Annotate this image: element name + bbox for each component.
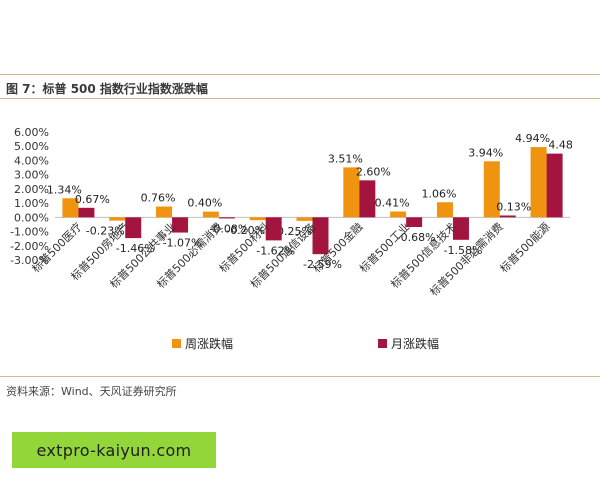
data-label: -0.08% bbox=[209, 222, 248, 235]
data-label: -1.62% bbox=[256, 244, 295, 257]
legend-swatch-weekly bbox=[172, 339, 181, 348]
bar-weekly bbox=[156, 206, 173, 218]
data-label: -0.25% bbox=[273, 225, 312, 238]
data-label: -1.58% bbox=[443, 244, 482, 257]
bar-weekly bbox=[436, 202, 453, 218]
y-tick-label: 3.00% bbox=[14, 169, 49, 182]
title-rule bbox=[0, 98, 600, 99]
y-tick-label: 6.00% bbox=[14, 126, 49, 139]
bar-monthly bbox=[406, 217, 423, 228]
figure-title: 图 7：标普 500 指数行业指数涨跌幅 bbox=[6, 82, 208, 96]
data-label: 1.34% bbox=[47, 183, 82, 196]
data-label: 4.48 bbox=[548, 139, 573, 152]
y-tick-label: -1.00% bbox=[10, 226, 49, 239]
y-tick-label: 2.00% bbox=[14, 183, 49, 196]
bar-weekly bbox=[62, 198, 79, 218]
bar-weekly bbox=[343, 167, 360, 218]
y-tick-label: -2.00% bbox=[10, 240, 49, 253]
bar-weekly bbox=[390, 211, 407, 218]
bar-weekly bbox=[202, 211, 219, 218]
y-tick-label: 0.00% bbox=[14, 211, 49, 224]
bar-monthly bbox=[78, 207, 95, 218]
source-note: 资料来源：Wind、天风证券研究所 bbox=[6, 385, 177, 398]
data-label: -2.59% bbox=[303, 258, 342, 271]
y-tick-label: -3.00% bbox=[10, 254, 49, 267]
data-label: 2.60% bbox=[356, 165, 391, 178]
data-label: 1.06% bbox=[421, 187, 456, 200]
bar-monthly bbox=[546, 153, 563, 218]
data-label: -1.07% bbox=[163, 237, 202, 250]
data-label: 0.41% bbox=[375, 197, 410, 210]
top-rule bbox=[0, 74, 600, 75]
promo-banner[interactable]: extpro-kaiyun.com bbox=[12, 432, 216, 468]
data-label: 3.94% bbox=[468, 146, 503, 159]
legend-label: 周涨跌幅 bbox=[185, 336, 233, 351]
y-tick-label: 4.00% bbox=[14, 154, 49, 167]
y-tick-label: 1.00% bbox=[14, 197, 49, 210]
data-label: -0.23% bbox=[86, 225, 125, 238]
data-label: 0.40% bbox=[187, 197, 222, 210]
data-label: 3.51% bbox=[328, 152, 363, 165]
data-label: 0.76% bbox=[141, 192, 176, 205]
x-category-label: 标普500能源 bbox=[497, 220, 553, 276]
bar-weekly bbox=[249, 217, 266, 221]
bar-monthly bbox=[265, 217, 282, 241]
bar-weekly bbox=[296, 217, 313, 221]
bar-monthly bbox=[499, 215, 516, 218]
bar-chart: 6.00%5.00%4.00% 3.00%2.00%1.00%0.00% -1.00… bbox=[10, 126, 573, 351]
data-label: 0.13% bbox=[496, 200, 531, 213]
bar-weekly bbox=[483, 161, 500, 218]
bar-monthly bbox=[172, 217, 189, 233]
data-label: -1.46% bbox=[116, 242, 155, 255]
data-label: -0.20% bbox=[226, 224, 265, 237]
data-label: -0.68% bbox=[397, 231, 436, 244]
bar-monthly bbox=[125, 217, 142, 239]
y-tick-label: 5.00% bbox=[14, 140, 49, 153]
bar-weekly bbox=[109, 217, 126, 221]
bar-monthly bbox=[312, 217, 329, 255]
bar-monthly bbox=[452, 217, 469, 240]
data-label: 0.67% bbox=[75, 193, 110, 206]
bar-monthly bbox=[359, 180, 376, 218]
data-label: 4.94% bbox=[515, 132, 550, 145]
bar-weekly bbox=[530, 147, 547, 218]
legend-swatch-monthly bbox=[378, 339, 387, 348]
bar-monthly bbox=[218, 217, 235, 219]
legend-label: 月涨跌幅 bbox=[391, 336, 439, 351]
bottom-rule bbox=[0, 376, 600, 377]
